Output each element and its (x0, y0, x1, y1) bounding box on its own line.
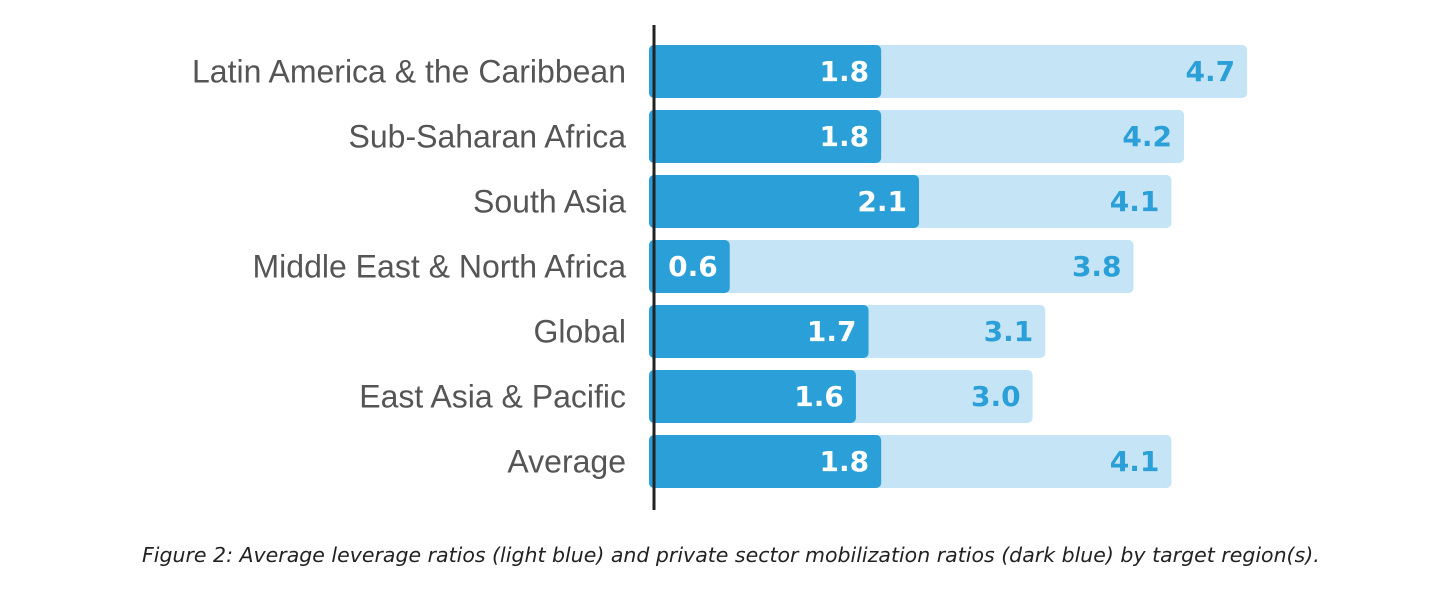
category-label: Sub-Saharan Africa (349, 119, 627, 155)
leverage-value-label: 4.1 (1110, 445, 1160, 478)
mobilization-bar (649, 305, 869, 358)
leverage-value-label: 4.1 (1110, 185, 1160, 218)
bar-chart: Latin America & the Caribbean Sub-Saharan… (192, 25, 1248, 510)
mobilization-value-label: 1.8 (820, 55, 870, 88)
mobilization-value-label: 1.8 (820, 445, 870, 478)
mobilization-bar (649, 435, 882, 488)
mobilization-bar (649, 45, 882, 98)
category-label: East Asia & Pacific (359, 379, 626, 415)
value-labels: 1.8 4.7 1.8 4.2 2.1 4.1 0.6 3.8 1.7 3.1 1.6 3.0 1.8 4… (668, 55, 1235, 478)
category-label: Global (534, 314, 627, 350)
category-label: Latin America & the Caribbean (192, 54, 626, 90)
category-label: South Asia (473, 184, 626, 220)
leverage-value-label: 4.2 (1122, 120, 1172, 153)
mobilization-bar (649, 370, 856, 423)
mobilization-value-label: 2.1 (857, 185, 907, 218)
mobilization-bar (649, 240, 730, 293)
leverage-value-label: 3.1 (984, 315, 1034, 348)
mobilization-bar (649, 175, 920, 228)
mobilization-value-label: 0.6 (668, 250, 718, 283)
mobilization-bar (649, 110, 882, 163)
figure-caption: Figure 2: Average leverage ratios (light… (142, 543, 1320, 567)
leverage-value-label: 3.0 (971, 380, 1021, 413)
category-labels: Latin America & the Caribbean Sub-Saharan… (192, 54, 626, 480)
mobilization-value-label: 1.6 (794, 380, 844, 413)
mobilization-value-label: 1.8 (820, 120, 870, 153)
leverage-value-label: 4.7 (1186, 55, 1236, 88)
category-label: Average (507, 444, 626, 480)
category-label: Middle East & North Africa (253, 249, 627, 285)
mobilization-value-label: 1.7 (807, 315, 857, 348)
mobilization-bars (649, 45, 920, 488)
leverage-bar (649, 240, 1134, 293)
leverage-value-label: 3.8 (1072, 250, 1122, 283)
